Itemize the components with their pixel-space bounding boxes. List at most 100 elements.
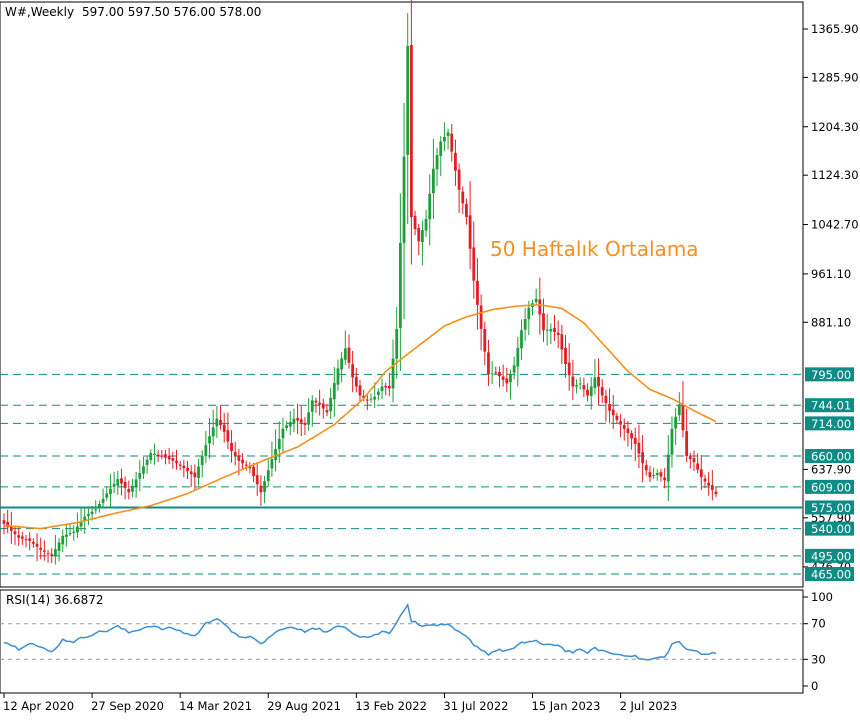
candle-body	[208, 436, 211, 444]
candle-body	[76, 526, 79, 533]
candle-body	[553, 327, 556, 333]
candle-body	[215, 418, 219, 427]
candle-body	[380, 386, 384, 392]
time-tick-label: 13 Feb 2022	[355, 699, 427, 713]
level-tag-text: 540.00	[811, 522, 851, 536]
candle	[215, 406, 219, 438]
candle	[424, 209, 428, 237]
candle	[545, 313, 549, 346]
candle-body	[101, 498, 105, 503]
candle-body	[509, 374, 512, 383]
rsi-pane[interactable]	[0, 602, 803, 661]
candle	[160, 449, 164, 460]
candle-body	[604, 395, 608, 404]
candle	[340, 351, 344, 383]
candle-body	[597, 376, 600, 387]
candle-body	[259, 485, 263, 493]
candle	[68, 524, 72, 537]
candle	[138, 460, 142, 492]
candle-body	[299, 419, 303, 423]
candle	[134, 471, 138, 498]
candle	[189, 465, 193, 487]
candle	[622, 418, 626, 441]
candle	[454, 139, 457, 186]
candle	[714, 487, 718, 498]
candle-body	[120, 478, 123, 484]
candle-body	[512, 365, 516, 373]
candle-body	[589, 386, 593, 397]
candle	[630, 430, 633, 450]
candle	[490, 361, 494, 385]
candle-body	[270, 459, 274, 469]
candle-body	[450, 133, 454, 152]
level-tag-bg	[805, 398, 854, 413]
candle	[699, 454, 703, 491]
level-tag-bg	[805, 548, 854, 563]
candle	[465, 198, 468, 225]
candle-body	[182, 465, 186, 469]
candle	[13, 525, 17, 545]
candle-body	[266, 470, 270, 482]
level-tag-text: 744.01	[811, 399, 851, 413]
candle	[42, 540, 46, 561]
candle	[193, 464, 197, 491]
candle	[35, 533, 39, 562]
candle-body	[523, 319, 527, 330]
candle-body	[696, 463, 700, 470]
candle	[98, 500, 101, 513]
candle-body	[175, 460, 178, 464]
candle-body	[670, 428, 674, 455]
candle	[509, 369, 512, 400]
candle-body	[611, 409, 615, 416]
candle	[109, 474, 112, 509]
candle	[307, 398, 311, 431]
candle	[94, 500, 98, 514]
candle	[167, 447, 171, 464]
level-tag-bg	[805, 479, 854, 494]
candle	[589, 377, 593, 410]
candle	[670, 416, 674, 468]
level-tag-bg	[805, 449, 854, 464]
candle	[116, 470, 120, 495]
candle-body	[354, 376, 358, 387]
candle-body	[567, 362, 571, 376]
candle	[270, 441, 274, 477]
candle-body	[435, 155, 439, 170]
ma50-annotation: 50 Haftalık Ortalama	[490, 237, 699, 261]
price-tick-label: 637.90	[811, 462, 851, 476]
candle-body	[659, 472, 663, 477]
candle	[641, 435, 644, 483]
candle-body	[171, 458, 175, 461]
price-tick-label: 961.10	[811, 267, 851, 281]
candle	[299, 406, 303, 437]
candle-body	[211, 427, 215, 437]
candle-body	[692, 458, 696, 463]
candle	[681, 380, 685, 438]
time-tick-label: 29 Aug 2021	[267, 699, 341, 713]
candle	[127, 480, 131, 500]
candle-body	[666, 454, 670, 482]
level-tag-text: 660.00	[811, 450, 851, 464]
candle-body	[582, 385, 586, 390]
candle	[674, 408, 678, 445]
symbol-header: W#,Weekly	[5, 5, 74, 19]
candle	[597, 358, 600, 406]
candle-body	[230, 442, 233, 452]
candle-body	[685, 431, 689, 457]
candle-body	[674, 416, 678, 429]
candle-body	[24, 539, 28, 541]
candle-body	[35, 543, 39, 547]
candle	[420, 220, 424, 266]
price-pane[interactable]	[0, 0, 803, 575]
candle	[222, 412, 226, 443]
candle	[252, 462, 255, 483]
candle	[6, 509, 10, 534]
candle-body	[413, 215, 417, 230]
candle-body	[420, 230, 424, 243]
candle-body	[655, 472, 659, 475]
candle	[31, 538, 35, 548]
candle	[230, 430, 233, 463]
candle-body	[318, 402, 322, 405]
